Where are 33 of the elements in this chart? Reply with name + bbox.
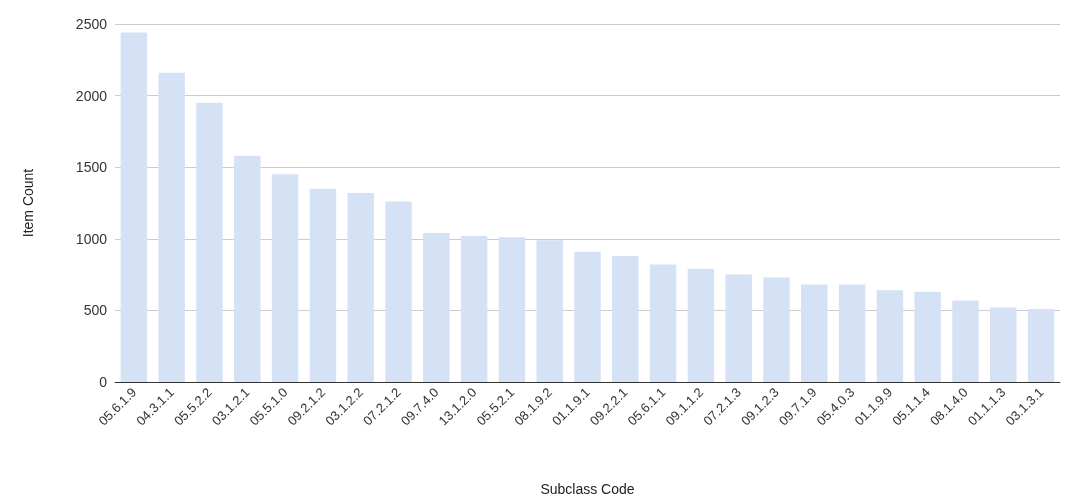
bar — [914, 291, 941, 382]
bar — [763, 277, 790, 382]
bar — [952, 300, 979, 382]
bar — [460, 235, 488, 382]
bar — [536, 240, 563, 382]
y-tick-label: 0 — [99, 374, 108, 390]
bar — [801, 284, 828, 382]
bar — [990, 307, 1017, 382]
bar — [838, 284, 866, 382]
bar — [612, 255, 639, 382]
y-tick-label: 500 — [83, 302, 108, 319]
y-tick-label: 2000 — [75, 87, 108, 104]
bar — [649, 264, 677, 382]
bar — [158, 72, 185, 382]
bar — [271, 174, 299, 382]
bar — [1027, 308, 1055, 382]
y-tick-label: 1000 — [75, 230, 108, 247]
bar — [876, 290, 904, 382]
bar — [234, 155, 261, 382]
x-axis-title: Subclass Code — [540, 481, 635, 497]
y-axis-title: Item Count — [20, 168, 36, 238]
bar — [120, 32, 148, 382]
bar — [196, 102, 223, 382]
bar — [687, 268, 715, 382]
bar — [309, 188, 337, 382]
bar — [385, 201, 412, 382]
bar — [498, 237, 526, 382]
bar — [347, 192, 374, 382]
y-tick-label: 2500 — [75, 16, 108, 32]
y-tick-label: 1500 — [75, 159, 108, 176]
bar — [725, 274, 752, 382]
bar — [574, 251, 601, 382]
bar — [423, 233, 450, 382]
